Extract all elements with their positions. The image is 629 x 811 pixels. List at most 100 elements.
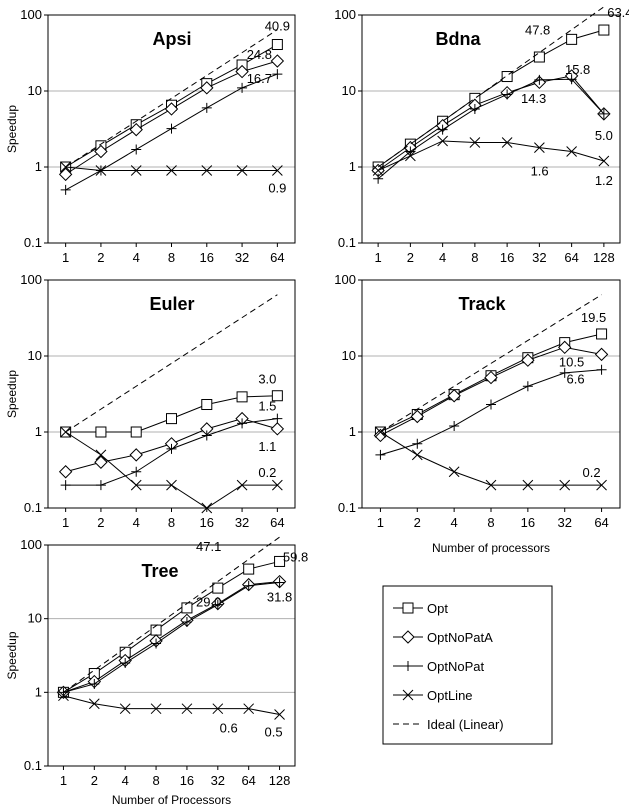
data-point-optline (166, 479, 177, 491)
data-point-optnopat (373, 173, 384, 184)
data-point-optline (130, 165, 142, 176)
data-point-optnopata (94, 455, 108, 469)
y-tick-label: 0.1 (338, 500, 356, 515)
series-line-optnopat (63, 581, 280, 693)
y-tick-label: 0.1 (24, 235, 42, 250)
series-line-optline (377, 140, 605, 171)
data-point-optnopat (201, 102, 212, 113)
data-label: 0.9 (268, 180, 286, 195)
chart-bdna: 0.1 1 10 100 1 2 4 8 16 32 64 128 63.4 47.8 15.8 14.3 5.… (334, 5, 629, 265)
data-label: 16.7 (247, 71, 272, 86)
y-tick-label: 100 (20, 7, 42, 22)
series-optnopat (60, 69, 283, 195)
data-point-optnopat (375, 449, 386, 460)
data-point-optline (272, 165, 283, 176)
x-tick-label: 32 (235, 515, 249, 530)
data-point-optnopat (522, 381, 533, 392)
x-tick-label: 4 (451, 515, 458, 530)
legend-label: Opt (427, 601, 448, 616)
data-label: 59.8 (283, 549, 308, 564)
series-optnopata (56, 574, 287, 700)
data-point-optnopata (410, 409, 424, 424)
data-point-optnopata (235, 64, 249, 79)
series-optnopat (60, 413, 283, 491)
series-optline (60, 161, 283, 176)
y-tick-label: 10 (342, 348, 356, 363)
legend-marker-optline (402, 689, 414, 701)
y-tick-label: 100 (334, 7, 356, 22)
series-optnopata (371, 69, 611, 178)
data-label: 19.5 (581, 310, 606, 325)
data-point-optnopat (449, 420, 460, 431)
data-label: 31.8 (267, 590, 292, 605)
data-label: 3.0 (258, 372, 276, 387)
data-point-optnopat (166, 123, 177, 134)
x-tick-label: 1 (377, 515, 384, 530)
data-point-optnopata (129, 122, 143, 137)
x-tick-label: 4 (133, 250, 140, 265)
chart-title: Bdna (436, 29, 482, 49)
data-point-optnopat (559, 367, 570, 378)
y-tick-label: 0.1 (24, 500, 42, 515)
data-point-optline (598, 155, 610, 167)
data-point-optline (372, 165, 384, 176)
data-point-opt (533, 51, 545, 63)
legend-label: Ideal (Linear) (427, 717, 504, 732)
series-optline (58, 690, 285, 720)
x-tick-label: 2 (97, 250, 104, 265)
data-point-optnopata (558, 340, 572, 355)
y-axis-label: Speedup (5, 631, 19, 679)
data-point-optnopat (469, 103, 480, 114)
series-line-ideal (63, 536, 280, 693)
data-point-optnopata (58, 167, 73, 182)
legend-marker-opt (402, 602, 414, 614)
y-tick-label: 10 (28, 348, 42, 363)
data-label: 5.0 (595, 128, 613, 143)
x-tick-label: 1 (60, 773, 67, 788)
series-line-optnopata (377, 75, 605, 171)
data-label: 10.5 (559, 354, 584, 369)
data-point-optline (469, 137, 481, 148)
x-tick-label: 8 (471, 250, 478, 265)
legend-item-optline: OptLine (393, 688, 473, 703)
chart-apsi: 0.1 1 10 100 1 2 4 8 16 32 64 40.9 24.8 16.7 0.9 Apsi Sp… (5, 7, 296, 265)
data-point-optline (274, 709, 285, 720)
data-point-optnopata (373, 428, 388, 443)
y-axis-label: Speedup (5, 105, 19, 153)
x-tick-label: 1 (62, 250, 69, 265)
x-tick-label: 8 (487, 515, 494, 530)
series-ideal (65, 294, 278, 433)
data-point-optline (411, 449, 423, 461)
chart-euler: 0.1 1 10 100 1 2 4 8 16 32 64 3.0 1.5 1.1 0.2 Euler Spee… (5, 272, 296, 530)
data-point-optnopat (566, 74, 577, 85)
data-point-opt (201, 399, 213, 411)
data-point-optnopat (60, 480, 71, 491)
data-label: 47.8 (525, 22, 550, 37)
data-label: 1.1 (258, 439, 276, 454)
x-tick-label: 32 (557, 515, 571, 530)
y-tick-label: 1 (349, 159, 356, 174)
legend-marker-optnopata (401, 630, 415, 644)
plot-frame (47, 544, 296, 767)
data-label: 0.2 (583, 465, 601, 480)
legend-label: OptLine (427, 688, 473, 703)
data-point-optnopat (95, 480, 106, 491)
legend-item-optnopata: OptNoPatA (393, 630, 493, 645)
series-ideal (380, 294, 602, 433)
legend-label: OptNoPatA (427, 630, 493, 645)
y-tick-label: 1 (349, 424, 356, 439)
data-point-opt (95, 426, 107, 438)
data-point-optnopat (89, 678, 100, 689)
data-point-optnopata (521, 353, 535, 367)
y-tick-label: 0.1 (24, 758, 42, 773)
x-tick-label: 2 (414, 515, 421, 530)
data-point-optnopat (151, 638, 162, 649)
data-point-optnopat (243, 580, 254, 591)
data-point-optnopata (200, 81, 214, 95)
data-label: 0.6 (220, 721, 238, 736)
y-tick-label: 1 (35, 424, 42, 439)
data-point-opt (598, 24, 610, 36)
data-point-optnopata (164, 102, 179, 116)
data-point-optline (566, 146, 577, 157)
x-axis-label: Number of Processors (112, 793, 231, 807)
